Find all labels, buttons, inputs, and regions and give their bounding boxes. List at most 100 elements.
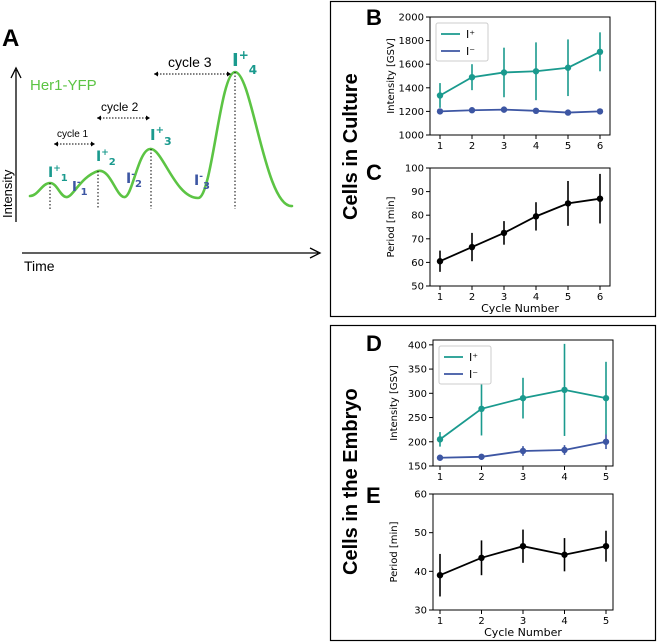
cycle-1-label: cycle 1 bbox=[57, 129, 89, 140]
peak-label-4: I+4 bbox=[232, 48, 257, 77]
data-point-period-c bbox=[436, 258, 444, 265]
x-tick-label-c: 4 bbox=[533, 292, 539, 303]
legend-her1-yfp: Her1-YFP bbox=[30, 77, 97, 94]
data-point-period-e bbox=[519, 543, 527, 550]
x-tick-label-c: 6 bbox=[597, 292, 603, 303]
series-line-i-plus-b bbox=[439, 51, 601, 97]
y-tick-label-d: 150 bbox=[408, 462, 427, 473]
data-point-i-plus-d bbox=[436, 436, 444, 443]
y-axis-label: Intensity bbox=[0, 169, 15, 218]
trough-label-3: I-3 bbox=[194, 172, 210, 192]
y-tick-label-e: 40 bbox=[414, 567, 427, 578]
data-point-period-c bbox=[596, 195, 604, 202]
cycle-1-bracket: cycle 1 bbox=[54, 129, 95, 147]
y-tick-label-b: 1000 bbox=[399, 131, 424, 142]
y-tick-label-d: 300 bbox=[408, 389, 427, 400]
x-tick-label-d: 2 bbox=[478, 472, 484, 483]
x-tick-label-b: 6 bbox=[597, 141, 603, 152]
x-tick-label-d: 5 bbox=[603, 472, 609, 483]
data-point-i-minus-b bbox=[468, 107, 476, 114]
data-point-i-plus-d bbox=[519, 394, 527, 402]
data-point-i-minus-d bbox=[478, 453, 485, 460]
x-tick-label-d: 3 bbox=[520, 472, 526, 483]
y-tick-label-c: 60 bbox=[411, 258, 424, 269]
x-tick-label-d: 4 bbox=[561, 472, 567, 483]
legend-box-d bbox=[438, 345, 492, 385]
x-tick-label-e: 5 bbox=[603, 616, 609, 627]
data-point-i-minus-d bbox=[436, 454, 444, 461]
embryo-title: Cells in the Embryo bbox=[340, 388, 362, 575]
x-tick-label-b: 2 bbox=[469, 141, 475, 152]
chart-c: 50 60 70 80 90 100 1 2 3 4 5 6 Period [min] Cycle Num… bbox=[386, 164, 611, 315]
data-point-period-e bbox=[561, 551, 568, 558]
data-point-i-minus-b bbox=[500, 106, 508, 113]
x-tick-label-e: 4 bbox=[561, 616, 567, 627]
panel-b-label: B bbox=[366, 5, 382, 30]
x-arrow-head bbox=[309, 247, 322, 259]
cycle-3-arrows bbox=[154, 71, 231, 77]
series-line-i-minus-b bbox=[439, 108, 601, 114]
y-tick-label-c: 80 bbox=[411, 211, 424, 222]
legend-entry-d: I⁻ bbox=[469, 368, 478, 381]
y-tick-label-c: 100 bbox=[405, 164, 424, 175]
data-point-i-minus-b bbox=[564, 109, 572, 116]
panel-c-label: C bbox=[366, 160, 382, 185]
series-line-period-c bbox=[439, 197, 601, 263]
data-point-i-plus-b bbox=[468, 73, 476, 81]
legend-b: I⁺ I⁻ bbox=[435, 22, 489, 62]
x-tick-label-c: 5 bbox=[565, 292, 571, 303]
legend-box-b bbox=[435, 22, 489, 62]
chart-d: 150 200 250 300 350 400 1 2 3 4 5 Intensity [GSV] I⁺… bbox=[389, 339, 614, 483]
data-point-i-plus-b bbox=[564, 64, 572, 71]
peak-label-3: I+3 bbox=[150, 125, 172, 148]
culture-title: Cells in Culture bbox=[340, 73, 362, 220]
y-axis-label-e: Period [min] bbox=[389, 521, 400, 582]
data-point-i-minus-d bbox=[561, 446, 568, 454]
trough-label-2: I-2 bbox=[126, 170, 142, 190]
panel-a-label: A bbox=[2, 25, 19, 52]
x-axis-label-e: Cycle Number bbox=[484, 626, 562, 639]
y-tick-label-c: 50 bbox=[411, 282, 424, 293]
data-point-i-plus-d bbox=[561, 386, 568, 394]
y-axis-label-b: Intensity [GSV] bbox=[386, 38, 397, 114]
legend-entry-b: I⁻ bbox=[466, 45, 475, 58]
data-point-i-minus-b bbox=[436, 108, 444, 115]
data-point-period-c bbox=[564, 200, 572, 207]
y-tick-label-e: 50 bbox=[414, 528, 427, 539]
x-axis-label-c: Cycle Number bbox=[481, 302, 559, 315]
data-point-i-plus-d bbox=[602, 394, 610, 402]
x-tick-label-b: 4 bbox=[533, 141, 539, 152]
x-tick-label-d: 1 bbox=[437, 472, 443, 483]
legend-entry-d: I⁺ bbox=[469, 351, 478, 364]
culture-frame bbox=[329, 0, 657, 318]
plot-frame-b bbox=[429, 16, 611, 136]
data-point-period-c bbox=[532, 213, 540, 220]
cycle-3-label: cycle 3 bbox=[168, 54, 212, 70]
data-point-i-plus-b bbox=[532, 68, 540, 75]
panel-d-label: D bbox=[366, 331, 382, 356]
cycle-2-label: cycle 2 bbox=[101, 100, 139, 114]
panel-e-label: E bbox=[366, 483, 381, 508]
trough-label-1: I-1 bbox=[72, 178, 88, 198]
cycle-3-bracket: cycle 3 bbox=[154, 54, 231, 77]
y-tick-label-b: 1400 bbox=[399, 83, 424, 94]
x-tick-label-b: 5 bbox=[565, 141, 571, 152]
peak-label-2: I+2 bbox=[96, 148, 116, 168]
y-tick-label-b: 2000 bbox=[399, 13, 424, 24]
plot-frame-c bbox=[429, 167, 611, 287]
chart-e: 30 40 50 60 1 2 3 4 5 Period [min] Cycle Number bbox=[389, 490, 614, 639]
x-tick-label-e: 1 bbox=[437, 616, 443, 627]
y-tick-label-b: 1200 bbox=[399, 107, 424, 118]
x-tick-label-c: 2 bbox=[469, 292, 475, 303]
panel-a: A Intensity Time Her1-YFP cycle 1 cycle … bbox=[0, 25, 322, 274]
x-tick-label-b: 3 bbox=[501, 141, 507, 152]
peak-label-1: I+1 bbox=[48, 164, 68, 184]
data-point-i-minus-b bbox=[596, 108, 604, 115]
y-arrow-head bbox=[10, 66, 22, 79]
y-axis-label-d: Intensity [GSV] bbox=[389, 365, 400, 441]
data-point-period-e bbox=[478, 554, 485, 561]
x-tick-label-c: 1 bbox=[437, 292, 443, 303]
chart-b: 1000 1200 1400 1600 1800 2000 1 2 3 4 5 6 Intensity … bbox=[386, 13, 611, 152]
embryo-frame bbox=[329, 324, 657, 642]
x-tick-label-e: 3 bbox=[520, 616, 526, 627]
